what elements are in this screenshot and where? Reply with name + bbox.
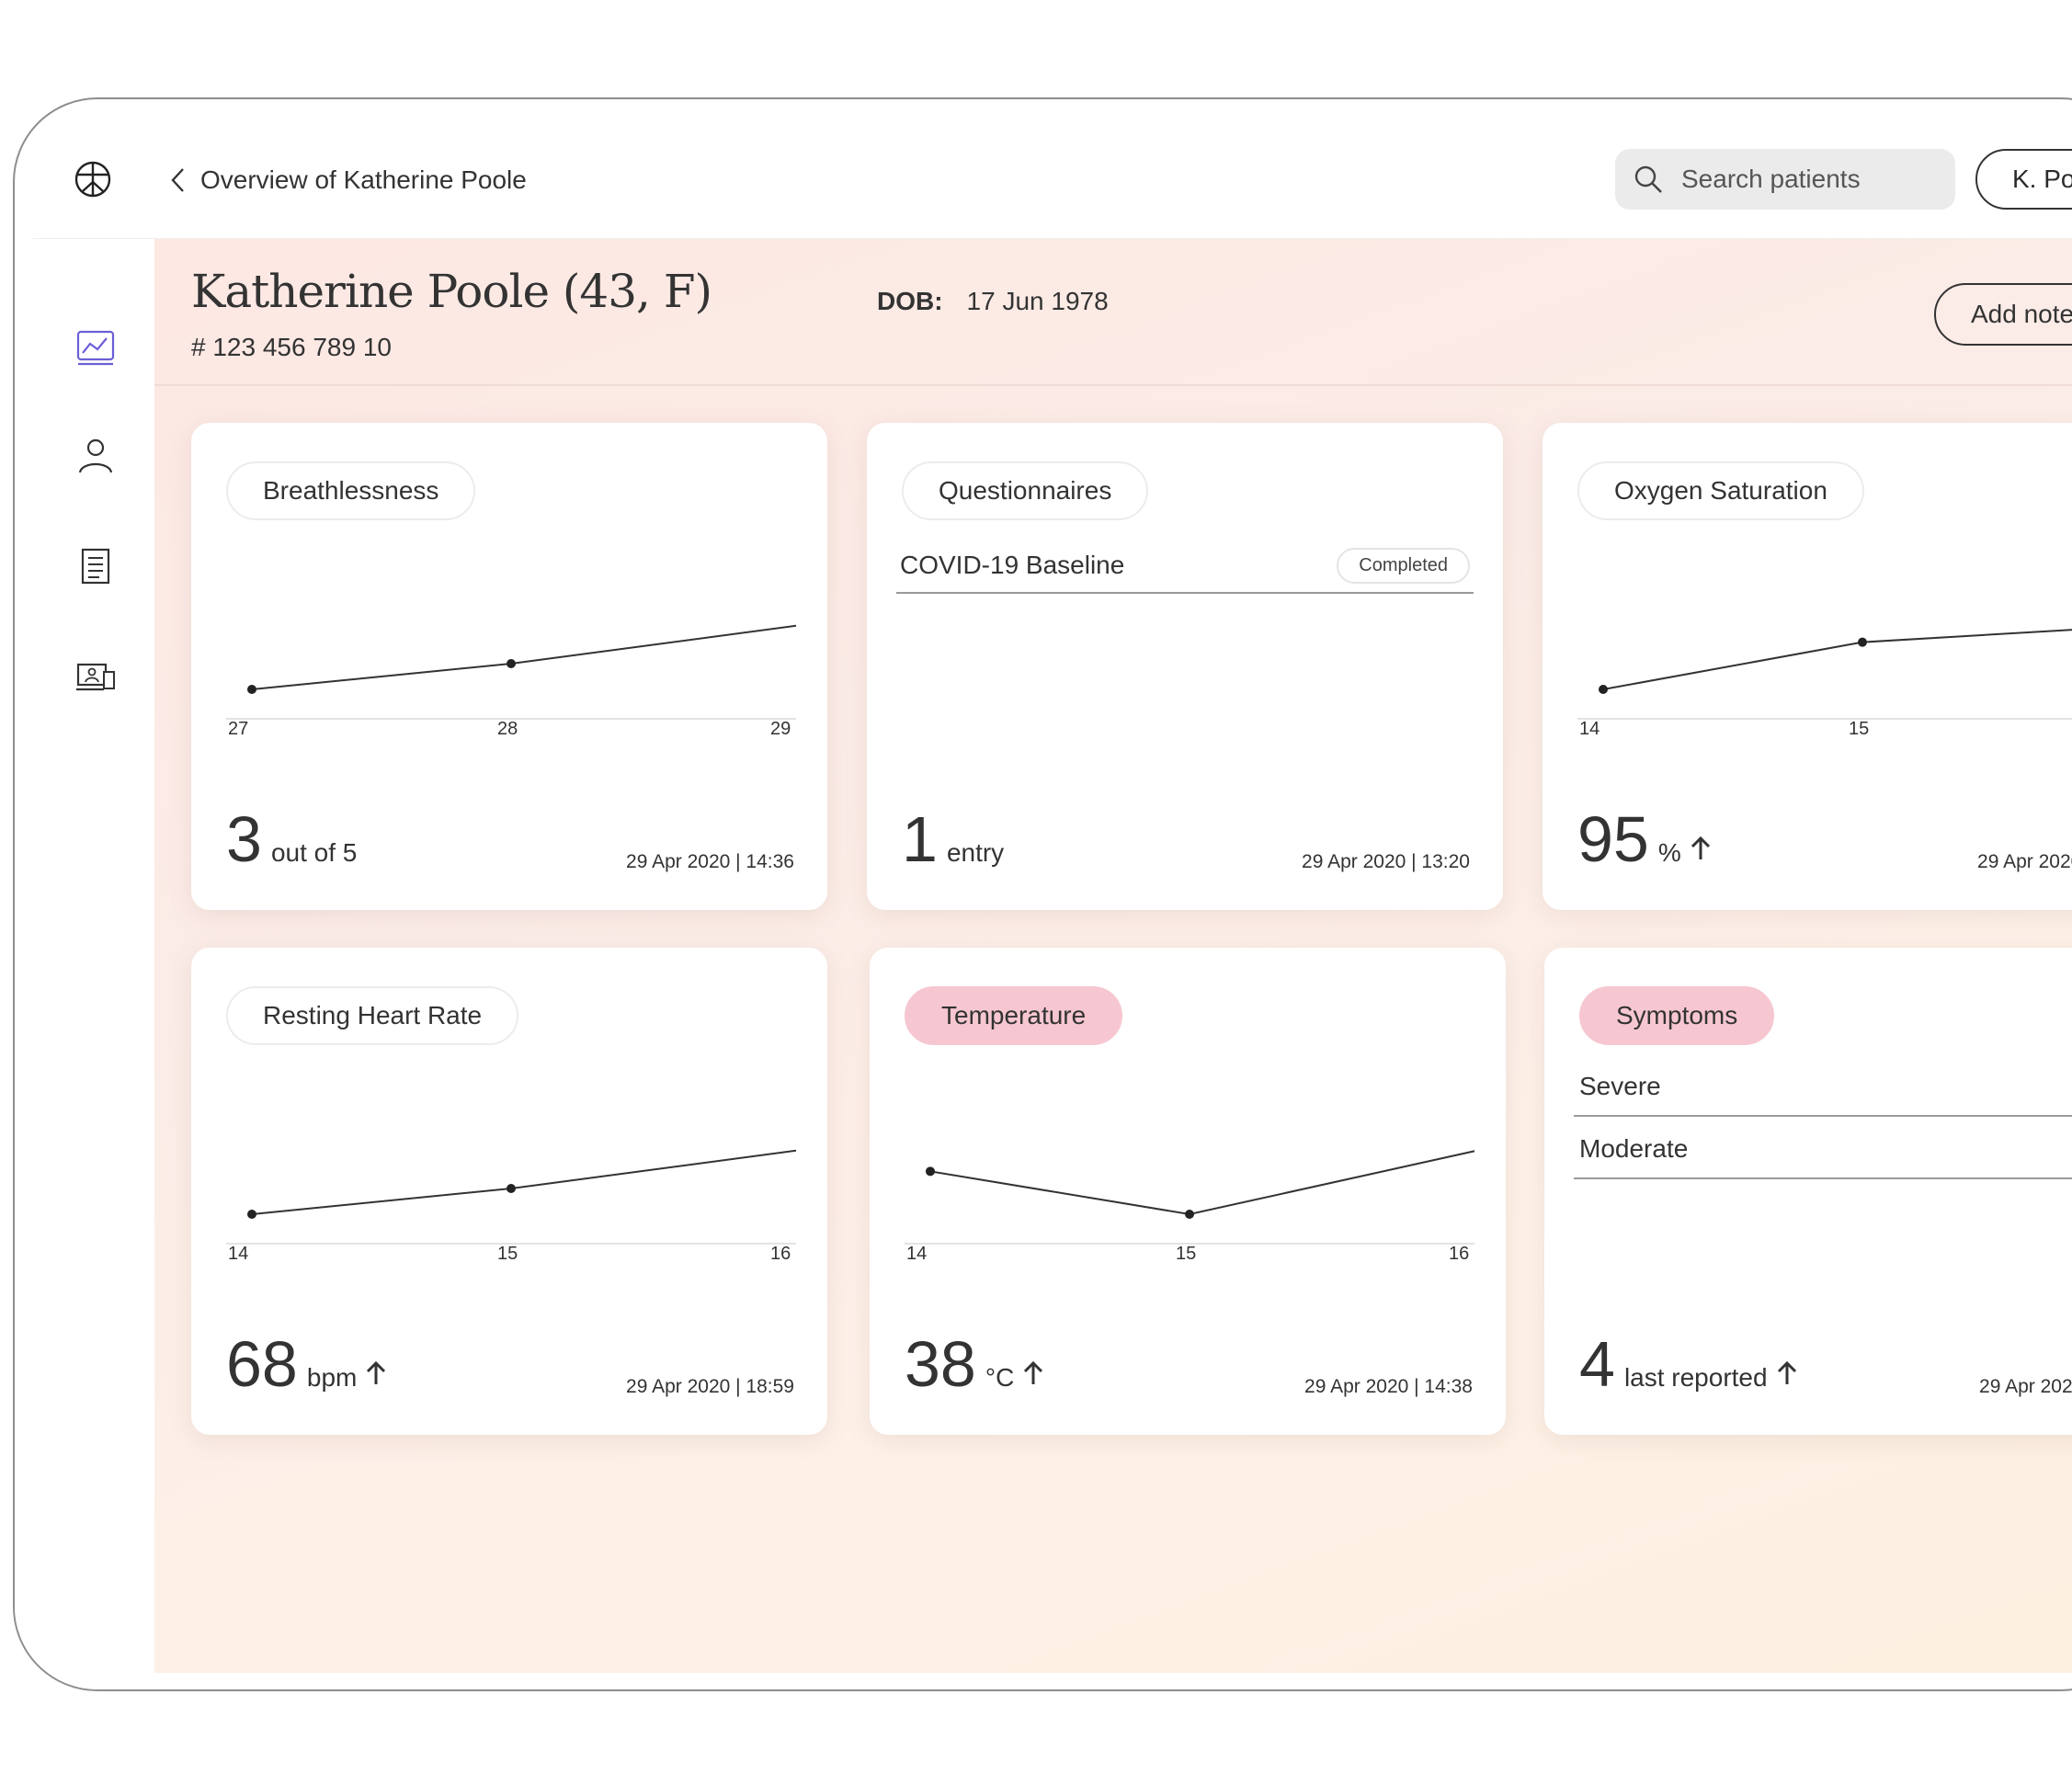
oxygen-saturation-chart (1577, 629, 2072, 720)
oxygen-saturation-reading: 95 % (1577, 807, 1711, 871)
questionnaires-chip[interactable]: Questionnaires (902, 461, 1149, 520)
symptoms-chip[interactable]: Symptoms (1579, 986, 1775, 1045)
x-tick-label: 27 (228, 719, 249, 739)
logo-icon[interactable] (74, 160, 112, 199)
search-icon (1634, 165, 1662, 193)
patient-id: # 123 456 789 10 (191, 333, 392, 361)
x-tick-label: 28 (497, 719, 518, 739)
user-menu-button[interactable]: K. Poole (1975, 149, 2072, 210)
questionnaires-card[interactable]: Questionnaires COVID-19 Baseline Complet… (867, 423, 1503, 910)
breathlessness-card[interactable]: Breathlessness 27 28 29 3 out of 5 29 Ap… (191, 423, 827, 910)
header-divider (154, 384, 2072, 386)
x-tick-label: 16 (770, 1244, 791, 1264)
top-bar: Overview of Katherine Poole K. Poole (15, 99, 2072, 239)
data-point (247, 685, 256, 694)
reading-timestamp: 29 Apr 2020 | 18:59 (626, 1376, 794, 1397)
trend-up-icon (1691, 836, 1710, 859)
trend-up-icon (367, 1360, 386, 1384)
reading-timestamp: 29 Apr 2020 | 14:36 (1977, 851, 2072, 872)
temperature-chip[interactable]: Temperature (905, 986, 1123, 1045)
symptom-row[interactable]: Severe (1574, 1058, 2072, 1117)
chart-icon[interactable] (75, 327, 116, 368)
reading-value: 4 (1579, 1328, 1615, 1400)
x-tick-label: 15 (497, 1244, 518, 1264)
temperature-card[interactable]: Temperature 14 15 16 38 °C 29 Apr 2020 |… (870, 948, 1506, 1435)
reading-unit: out of 5 (270, 838, 358, 867)
x-tick-label: 16 (1449, 1244, 1470, 1264)
data-point (1185, 1210, 1194, 1219)
reading-value: 1 (902, 803, 938, 875)
date-of-birth: DOB: 17 Jun 1978 (877, 287, 1109, 316)
page-title: Overview of Katherine Poole (200, 165, 527, 194)
dob-value: 17 Jun 1978 (966, 287, 1109, 315)
device-icon[interactable] (75, 656, 116, 697)
series-line (251, 1149, 796, 1215)
questionnaire-name: COVID-19 Baseline (900, 551, 1125, 579)
trend-up-icon (1024, 1360, 1043, 1384)
data-point (507, 659, 516, 668)
reading-unit: entry (946, 838, 1005, 867)
x-tick-label: 14 (906, 1244, 928, 1264)
tablet-frame: Overview of Katherine Poole K. Poole (13, 97, 2072, 1691)
reading-value: 95 (1577, 803, 1649, 875)
symptom-row[interactable]: Moderate (1574, 1120, 2072, 1179)
patient-overview: Katherine Poole (43, F) # 123 456 789 10… (154, 239, 2072, 1673)
search-input[interactable] (1679, 164, 1922, 195)
add-note-button[interactable]: Add note (1934, 283, 2072, 346)
resting-heart-rate-chart (226, 1149, 796, 1245)
questionnaires-reading: 1 entry (902, 807, 1004, 871)
oxygen-saturation-card[interactable]: Oxygen Saturation 14 15 16 95 % 29 Apr 2… (1543, 423, 2072, 910)
series-line (251, 624, 796, 690)
reading-unit: bpm (306, 1363, 358, 1392)
x-tick-label: 15 (1176, 1244, 1197, 1264)
data-point (926, 1166, 935, 1177)
x-tick-label: 29 (770, 719, 791, 739)
document-icon[interactable] (75, 546, 116, 586)
dob-label: DOB: (877, 287, 943, 315)
trend-up-icon (1777, 1360, 1796, 1384)
data-point (1599, 685, 1608, 694)
data-point (1858, 637, 1867, 647)
series-line (929, 1150, 1474, 1216)
reading-timestamp: 29 Apr 2020 | 14:36 (626, 851, 794, 872)
back-link[interactable]: Overview of Katherine Poole (169, 165, 527, 195)
x-tick-label: 14 (1579, 719, 1600, 739)
series-line (1602, 629, 2072, 690)
reading-unit: °C (985, 1363, 1015, 1392)
reading-value: 68 (226, 1328, 298, 1400)
patient-name: Katherine Poole (43, F) (191, 265, 712, 318)
resting-heart-rate-card[interactable]: Resting Heart Rate 14 15 16 68 bpm 29 Ap… (191, 948, 827, 1435)
x-tick-label: 15 (1849, 719, 1870, 739)
oxygen-saturation-chip[interactable]: Oxygen Saturation (1577, 461, 1864, 520)
reading-unit: last reported (1623, 1363, 1768, 1392)
symptoms-reading: 4 last reported (1579, 1332, 1797, 1396)
search-box[interactable] (1615, 149, 1955, 210)
reading-value: 38 (905, 1328, 976, 1400)
breathlessness-reading: 3 out of 5 (226, 807, 357, 871)
resting-heart-rate-reading: 68 bpm (226, 1332, 386, 1396)
status-badge: Completed (1337, 547, 1470, 584)
breathlessness-chip[interactable]: Breathlessness (226, 461, 476, 520)
reading-value: 3 (226, 803, 262, 875)
temperature-reading: 38 °C (905, 1332, 1043, 1396)
sidebar (15, 239, 154, 1689)
data-point (247, 1210, 256, 1219)
data-point (507, 1184, 516, 1193)
reading-timestamp: 29 Apr 2020 | 13:20 (1302, 851, 1470, 872)
symptoms-card[interactable]: Symptoms Severe Moderate 4 last reported… (1544, 948, 2072, 1435)
reading-timestamp: 29 Apr 2020 | 14:36 (1979, 1376, 2072, 1397)
temperature-chart (905, 1150, 1474, 1245)
chevron-left-icon (171, 168, 184, 192)
person-icon[interactable] (75, 436, 116, 476)
reading-timestamp: 29 Apr 2020 | 14:38 (1304, 1376, 1473, 1397)
questionnaire-row[interactable]: COVID-19 Baseline Completed (896, 539, 1474, 594)
reading-unit: % (1657, 838, 1681, 867)
breathlessness-chart (226, 624, 796, 720)
resting-heart-rate-chip[interactable]: Resting Heart Rate (226, 986, 519, 1045)
x-tick-label: 14 (228, 1244, 249, 1264)
